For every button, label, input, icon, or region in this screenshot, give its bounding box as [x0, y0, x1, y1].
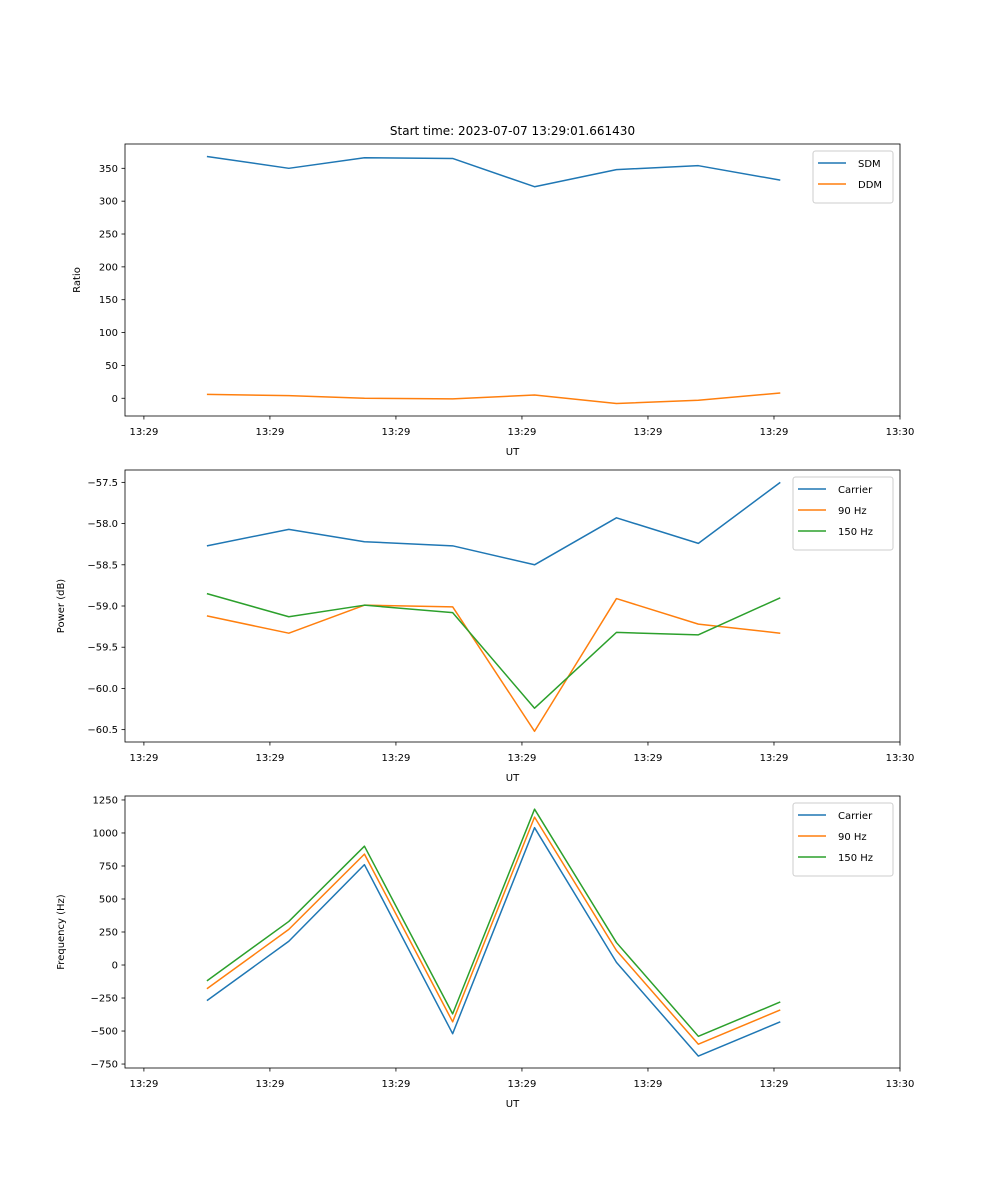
- plot-frame: [124, 143, 901, 417]
- chart-frequency: 1250 1000 750 500 250 0 −250 −500 −750 13:29 13:29…: [56, 795, 914, 1110]
- legend-box: [812, 150, 894, 204]
- y-tick-label: 0: [112, 961, 118, 972]
- legend-entry: Carrier: [838, 485, 873, 496]
- series-line-carrier: [206, 826, 781, 1057]
- legend-entry: 150 Hz: [838, 527, 873, 538]
- y-tick-label: 300: [99, 197, 118, 208]
- x-tick-label: 13:29: [760, 1079, 789, 1090]
- x-tick-label: 13:29: [760, 427, 789, 438]
- series-line-150-hz: [206, 808, 781, 1038]
- legend: SDM DDM: [812, 150, 894, 204]
- series-line-ddm: [206, 392, 781, 405]
- plot-frame: [124, 795, 901, 1069]
- y-axis-label: Frequency (Hz): [56, 894, 67, 970]
- x-tick-label: 13:29: [508, 1079, 537, 1090]
- x-tick-label: 13:29: [508, 427, 537, 438]
- series-line-90-hz: [206, 816, 781, 1045]
- x-tick-label: 13:29: [634, 753, 663, 764]
- x-tick-label: 13:30: [886, 1079, 915, 1090]
- y-tick-label: 750: [99, 861, 118, 872]
- y-tick-label: 1000: [93, 828, 118, 839]
- legend-entry: DDM: [858, 180, 882, 191]
- y-tick-label: 150: [99, 295, 118, 306]
- x-tick-label: 13:30: [886, 753, 915, 764]
- x-tick-label: 13:29: [256, 1079, 285, 1090]
- legend: Carrier 90 Hz 150 Hz: [792, 802, 894, 877]
- chart-ratio: 0 50 100 150 200 250 300 350 13:29 13:29 13:29 13:2…: [72, 143, 915, 458]
- legend: Carrier 90 Hz 150 Hz: [792, 476, 894, 551]
- y-axis-label: Ratio: [72, 267, 83, 293]
- plot-frame: [124, 469, 901, 743]
- y-tick-label: −750: [91, 1060, 118, 1071]
- y-tick-label: −60.0: [87, 684, 118, 695]
- legend-entry: 150 Hz: [838, 853, 873, 864]
- y-tick-label: −57.5: [87, 478, 118, 489]
- x-tick-label: 13:29: [760, 753, 789, 764]
- legend-entry: SDM: [858, 159, 881, 170]
- y-tick-label: 100: [99, 328, 118, 339]
- x-axis-label: UT: [506, 447, 520, 458]
- x-tick-label: 13:29: [508, 753, 537, 764]
- series-line-90-hz: [206, 597, 781, 733]
- y-tick-label: −59.5: [87, 643, 118, 654]
- legend-entry: 90 Hz: [838, 832, 867, 843]
- y-tick-label: 500: [99, 894, 118, 905]
- x-tick-label: 13:29: [382, 1079, 411, 1090]
- chart-title: Start time: 2023-07-07 13:29:01.661430: [390, 124, 635, 138]
- x-tick-label: 13:29: [256, 427, 285, 438]
- legend-entry: 90 Hz: [838, 506, 867, 517]
- x-tick-label: 13:29: [382, 753, 411, 764]
- y-tick-label: 0: [112, 394, 118, 405]
- x-tick-label: 13:29: [129, 753, 158, 764]
- y-tick-label: 50: [105, 361, 118, 372]
- x-tick-label: 13:29: [382, 427, 411, 438]
- y-tick-label: −59.0: [87, 602, 118, 613]
- x-axis-label: UT: [506, 1099, 520, 1110]
- x-tick-label: 13:29: [256, 753, 285, 764]
- y-tick-label: −58.0: [87, 519, 118, 530]
- series-line-150-hz: [206, 592, 781, 709]
- legend-entry: Carrier: [838, 811, 873, 822]
- x-tick-label: 13:29: [634, 1079, 663, 1090]
- y-tick-label: 200: [99, 262, 118, 273]
- x-tick-label: 13:29: [129, 427, 158, 438]
- y-tick-label: −500: [91, 1027, 118, 1038]
- series-line-sdm: [206, 155, 781, 188]
- y-tick-label: −60.5: [87, 725, 118, 736]
- y-tick-label: −250: [91, 994, 118, 1005]
- x-tick-label: 13:29: [129, 1079, 158, 1090]
- y-axis-label: Power (dB): [56, 579, 67, 634]
- y-tick-label: 250: [99, 928, 118, 939]
- y-tick-label: 350: [99, 164, 118, 175]
- x-tick-label: 13:29: [634, 427, 663, 438]
- series-line-carrier: [206, 481, 781, 566]
- x-tick-label: 13:30: [886, 427, 915, 438]
- x-axis-label: UT: [506, 773, 520, 784]
- chart-power: −57.5 −58.0 −58.5 −59.0 −59.5 −60.0 −60.5 13:29…: [56, 469, 915, 784]
- y-tick-label: 250: [99, 230, 118, 241]
- y-tick-label: 1250: [93, 795, 118, 806]
- y-tick-label: −58.5: [87, 560, 118, 571]
